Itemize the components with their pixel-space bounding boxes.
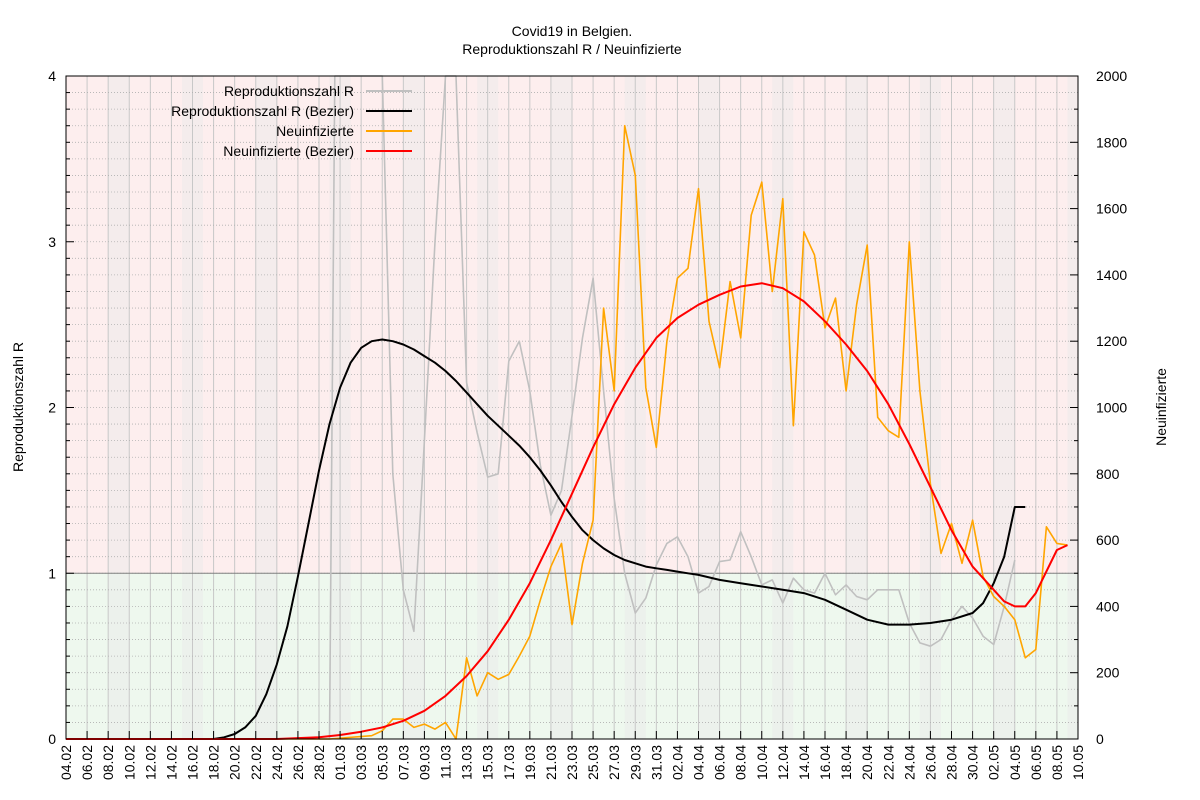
x-tick-label: 08.02 [100, 745, 116, 780]
x-tick-label: 19.03 [522, 745, 538, 780]
x-tick-label: 20.02 [227, 745, 243, 780]
x-tick-label: 06.02 [79, 745, 95, 780]
x-tick-label: 10.05 [1070, 745, 1086, 780]
series-infected-bezier-line [66, 282, 1068, 740]
x-tick-label: 16.04 [817, 745, 833, 780]
x-tick-label: 24.02 [269, 745, 285, 780]
y-tick-label: 3 [48, 234, 56, 250]
y2-tick-label: 1800 [1096, 134, 1127, 150]
x-tick-label: 03.03 [353, 745, 369, 780]
x-tick-label: 08.05 [1049, 745, 1065, 780]
x-tick-label: 11.03 [438, 745, 454, 779]
grid-layer [65, 76, 1079, 739]
x-tick-label: 14.02 [163, 745, 179, 780]
x-tick-label: 15.03 [480, 745, 496, 780]
y2-tick-label: 800 [1096, 466, 1120, 482]
y2-axis-label: Neuinfizierte [1153, 368, 1169, 446]
y2-tick-label: 1200 [1096, 333, 1127, 349]
axis-layer: 0 1 2 3 4 0 200 400 600 800 1000 1200 1400 1600 1800 20… [48, 68, 1127, 780]
x-tick-label: 29.03 [627, 745, 643, 780]
x-tick-label: 18.02 [206, 745, 222, 780]
x-tick-label: 30.04 [965, 745, 981, 780]
x-tick-label: 31.03 [648, 745, 664, 780]
series-r-bezier-line [66, 338, 1026, 740]
x-tick-label: 23.03 [564, 745, 580, 780]
x-tick-label: 21.03 [543, 745, 559, 780]
x-tick-label: 04.02 [58, 745, 74, 780]
x-tick-label: 06.05 [1028, 745, 1044, 780]
x-tick-label: 24.04 [901, 745, 917, 780]
x-tick-label: 26.02 [290, 745, 306, 780]
x-tick-label: 12.04 [775, 745, 791, 780]
y2-tick-label: 400 [1096, 598, 1120, 614]
x-tick-label: 14.04 [796, 745, 812, 780]
weekend-band-8 [698, 76, 720, 739]
x-tick-label: 17.03 [501, 745, 517, 780]
y2-tick-label: 600 [1096, 532, 1120, 548]
x-tick-label: 22.02 [248, 745, 264, 780]
x-tick-label: 13.03 [459, 745, 475, 780]
y2-tick-label: 1600 [1096, 201, 1127, 217]
x-tick-label: 12.02 [142, 745, 158, 780]
y-tick-label: 2 [48, 400, 56, 416]
x-tick-label: 06.04 [712, 745, 728, 780]
x-tick-label: 18.04 [838, 745, 854, 780]
y2-tick-label: 1400 [1096, 267, 1127, 283]
y2-tick-label: 200 [1096, 665, 1120, 681]
x-tick-label: 10.04 [754, 745, 770, 780]
chart-subtitle: Reproduktionszahl R / Neuinfizierte [462, 41, 682, 57]
y-axis-label: Reproduktionszahl R [10, 342, 26, 472]
x-tick-label: 16.02 [185, 745, 201, 780]
x-tick-label: 25.03 [585, 745, 601, 780]
weekend-band-4 [403, 76, 425, 739]
legend: Reproduktionszahl R Reproduktionszahl R (… [171, 83, 412, 159]
x-tick-label: 26.04 [922, 745, 938, 780]
x-tick-label: 20.04 [859, 745, 875, 780]
legend-label: Neuinfizierte [276, 123, 354, 139]
x-tick-label: 05.03 [374, 745, 390, 780]
legend-label: Reproduktionszahl R [224, 83, 354, 99]
y2-tick-label: 0 [1096, 731, 1104, 747]
x-tick-label: 28.04 [944, 745, 960, 780]
x-tick-label: 02.05 [986, 745, 1002, 780]
series-r-raw-line [319, 75, 1016, 740]
x-tick-label: 27.03 [606, 745, 622, 780]
y-tick-label: 1 [48, 565, 56, 581]
y-tick-label: 4 [48, 68, 56, 84]
x-tick-label: 08.04 [733, 745, 749, 780]
series-layer [66, 75, 1068, 740]
x-tick-label: 04.04 [691, 745, 707, 780]
x-tick-label: 07.03 [395, 745, 411, 780]
x-tick-label: 09.03 [416, 745, 432, 780]
chart-title: Covid19 in Belgien. [512, 23, 633, 39]
y2-tick-label: 1000 [1096, 400, 1127, 416]
x-tick-label: 02.04 [669, 745, 685, 780]
y-tick-label: 0 [48, 731, 56, 747]
y2-tick-label: 2000 [1096, 68, 1127, 84]
x-tick-label: 10.02 [121, 745, 137, 780]
x-tick-label: 28.02 [311, 745, 327, 780]
x-tick-label: 01.03 [332, 745, 348, 780]
legend-label: Neuinfizierte (Bezier) [223, 143, 354, 159]
x-tick-label: 22.04 [880, 745, 896, 780]
legend-label: Reproduktionszahl R (Bezier) [171, 103, 354, 119]
x-tick-label: 04.05 [1007, 745, 1023, 780]
